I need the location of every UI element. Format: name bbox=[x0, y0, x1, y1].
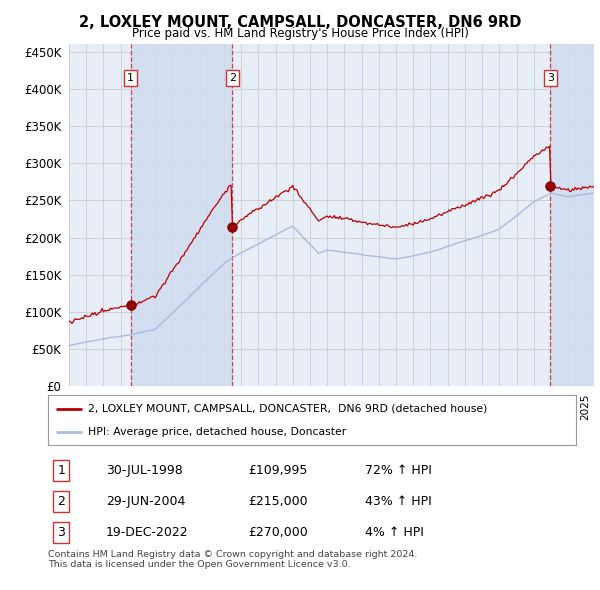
Text: 30-JUL-1998: 30-JUL-1998 bbox=[106, 464, 183, 477]
Text: 72% ↑ HPI: 72% ↑ HPI bbox=[365, 464, 431, 477]
Text: 2: 2 bbox=[229, 73, 236, 83]
Text: 4% ↑ HPI: 4% ↑ HPI bbox=[365, 526, 424, 539]
Bar bbox=[131, 44, 232, 386]
Text: £270,000: £270,000 bbox=[248, 526, 308, 539]
Text: Price paid vs. HM Land Registry's House Price Index (HPI): Price paid vs. HM Land Registry's House … bbox=[131, 27, 469, 40]
Text: £215,000: £215,000 bbox=[248, 495, 308, 508]
Text: Contains HM Land Registry data © Crown copyright and database right 2024.
This d: Contains HM Land Registry data © Crown c… bbox=[48, 550, 418, 569]
Text: 29-JUN-2004: 29-JUN-2004 bbox=[106, 495, 185, 508]
Text: 3: 3 bbox=[547, 73, 554, 83]
Text: HPI: Average price, detached house, Doncaster: HPI: Average price, detached house, Donc… bbox=[88, 427, 346, 437]
Text: 2, LOXLEY MOUNT, CAMPSALL, DONCASTER, DN6 9RD: 2, LOXLEY MOUNT, CAMPSALL, DONCASTER, DN… bbox=[79, 15, 521, 30]
Text: 2, LOXLEY MOUNT, CAMPSALL, DONCASTER,  DN6 9RD (detached house): 2, LOXLEY MOUNT, CAMPSALL, DONCASTER, DN… bbox=[88, 404, 487, 414]
Text: 2: 2 bbox=[57, 495, 65, 508]
Text: 3: 3 bbox=[57, 526, 65, 539]
Text: 1: 1 bbox=[57, 464, 65, 477]
Text: 1: 1 bbox=[127, 73, 134, 83]
Text: 43% ↑ HPI: 43% ↑ HPI bbox=[365, 495, 431, 508]
Text: 19-DEC-2022: 19-DEC-2022 bbox=[106, 526, 189, 539]
Text: £109,995: £109,995 bbox=[248, 464, 308, 477]
Bar bbox=[550, 44, 594, 386]
